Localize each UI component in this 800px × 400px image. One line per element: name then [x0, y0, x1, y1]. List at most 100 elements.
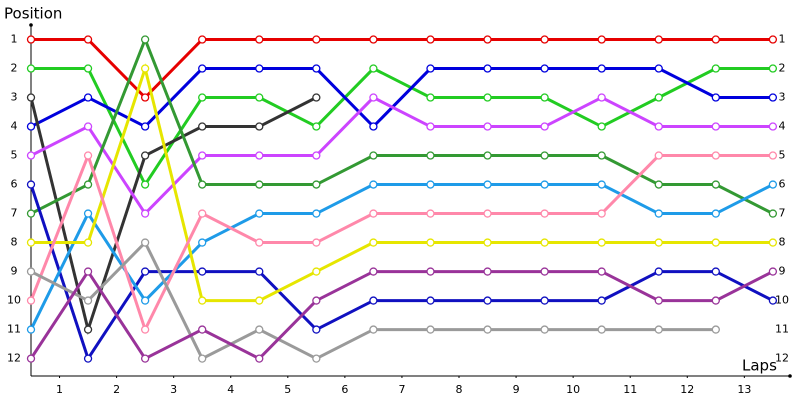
y-tick-label: 12: [7, 352, 21, 365]
point: [312, 238, 321, 247]
x-tick-label: 5: [284, 383, 291, 396]
point: [768, 267, 778, 276]
point: [83, 209, 93, 218]
point: [83, 93, 93, 102]
point: [711, 267, 720, 276]
point: [369, 64, 378, 73]
point: [198, 151, 207, 160]
point: [312, 296, 321, 305]
point: [540, 64, 549, 73]
y-tick-label-right: 11: [775, 323, 789, 336]
point: [198, 354, 207, 363]
point: [426, 325, 435, 334]
point: [540, 122, 549, 131]
point: [255, 180, 264, 189]
point: [711, 151, 720, 160]
x-tick-label: 4: [227, 383, 234, 396]
point: [140, 354, 150, 363]
point: [597, 35, 606, 44]
point: [140, 296, 150, 305]
point: [26, 325, 36, 334]
point: [26, 151, 36, 160]
point: [369, 35, 378, 44]
y-tick-label: 8: [11, 236, 18, 249]
point: [255, 122, 264, 131]
point: [312, 354, 321, 363]
y-tick-label-right: 3: [779, 91, 786, 104]
point: [26, 35, 36, 44]
point: [26, 180, 36, 189]
x-axis-title: Laps: [742, 357, 777, 375]
point: [540, 151, 549, 160]
y-tick-label-right: 10: [775, 294, 789, 307]
point: [312, 64, 321, 73]
point: [369, 93, 378, 102]
point: [255, 238, 264, 247]
point: [426, 267, 435, 276]
point: [768, 35, 778, 44]
point: [140, 64, 150, 73]
y-tick-label-right: 8: [779, 236, 786, 249]
x-tick-label: 1: [56, 383, 63, 396]
point: [654, 238, 663, 247]
point: [198, 267, 207, 276]
point: [255, 354, 264, 363]
point: [426, 238, 435, 247]
point: [711, 296, 720, 305]
y-tick-label: 9: [11, 265, 18, 278]
point: [255, 296, 264, 305]
point: [654, 151, 663, 160]
x-tick-label: 8: [456, 383, 463, 396]
point: [312, 35, 321, 44]
point: [83, 180, 93, 189]
point: [540, 209, 549, 218]
series-line: [31, 38, 773, 100]
point: [426, 209, 435, 218]
point: [483, 35, 492, 44]
y-tick-label: 6: [11, 178, 18, 191]
point: [83, 238, 93, 247]
x-tick-label: 2: [113, 383, 120, 396]
x-tick-label: 7: [398, 383, 405, 396]
x-tick-label: 13: [737, 383, 751, 396]
y-tick-label-right: 2: [779, 62, 786, 75]
x-tick-label: 9: [513, 383, 520, 396]
point: [140, 209, 150, 218]
y-tick-label: 10: [7, 294, 21, 307]
point: [369, 122, 378, 131]
point: [198, 35, 207, 44]
point: [255, 209, 264, 218]
y-tick-label-right: 6: [779, 178, 786, 191]
point: [312, 122, 321, 131]
point: [654, 93, 663, 102]
point: [198, 122, 207, 131]
point: [198, 64, 207, 73]
point: [711, 238, 720, 247]
point: [312, 209, 321, 218]
point: [483, 151, 492, 160]
series-line: [29, 96, 318, 336]
point: [369, 151, 378, 160]
point: [312, 151, 321, 160]
series-line: [31, 63, 773, 303]
point: [26, 122, 36, 131]
point: [768, 151, 778, 160]
point: [26, 238, 36, 247]
y-tick-label: 2: [11, 62, 18, 75]
point: [654, 64, 663, 73]
point: [426, 151, 435, 160]
x-tick-label: 11: [623, 383, 637, 396]
point: [369, 325, 378, 334]
point: [26, 93, 36, 102]
point: [597, 64, 606, 73]
point: [198, 238, 207, 247]
y-tick-label-right: 5: [779, 149, 786, 162]
x-tick-label: 3: [170, 383, 177, 396]
point: [654, 35, 663, 44]
series-line: [29, 184, 774, 363]
axis-end: [788, 374, 792, 378]
point: [597, 267, 606, 276]
point: [711, 209, 720, 218]
point: [26, 354, 36, 363]
point: [426, 180, 435, 189]
